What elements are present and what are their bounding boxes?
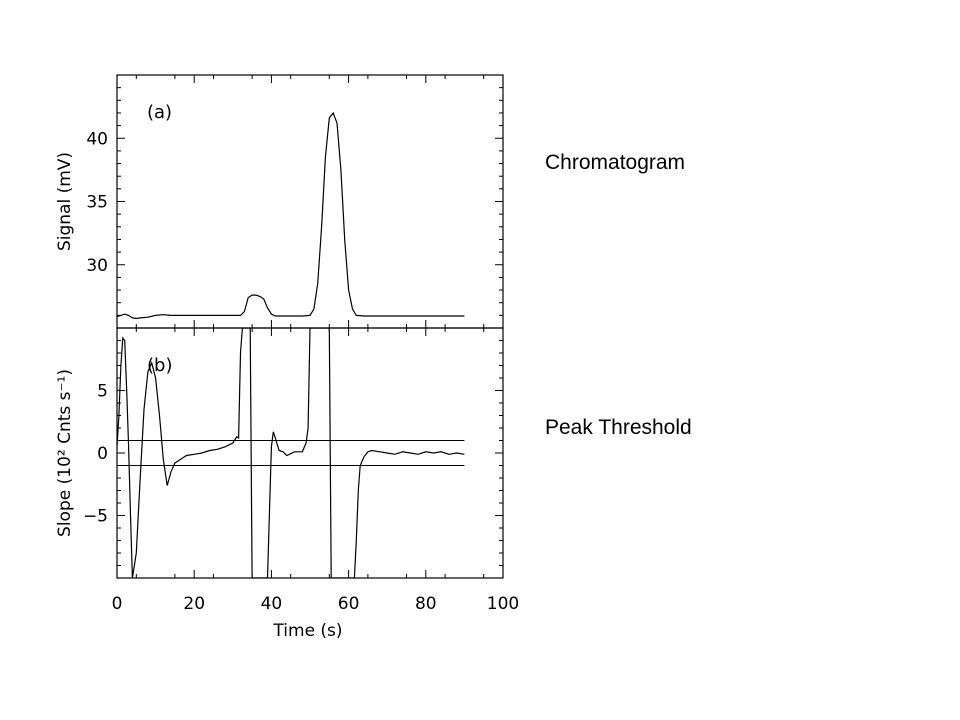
y-tick-label: 30 [86,256,108,276]
x-tick-label: 20 [183,594,205,614]
peak-threshold-label: Peak Threshold [545,416,692,439]
y-tick-label: 5 [97,382,108,402]
series-line [117,111,465,320]
y-tick-label: −5 [83,507,108,527]
panel-label: (a) [147,102,172,123]
chromatogram-panel: 30 35 40 Signal (mV) (a) [55,74,504,329]
slope-panel: −5 0 5 0 20 40 60 80 100 Slope (10² Cnts s⁻¹) Time… [55,327,519,641]
x-tick-label: 60 [338,594,360,614]
y-tick-label: 0 [97,444,108,464]
x-tick-label: 0 [112,594,123,614]
x-axis-label: Time (s) [272,621,342,641]
y-tick-label: 40 [86,129,108,149]
x-tick-label: 80 [415,594,437,614]
chromatogram-label: Chromatogram [545,151,686,174]
y-axis-label: Slope (10² Cnts s⁻¹) [55,369,75,537]
plot-frame [116,74,504,329]
series-line [117,328,465,578]
y-axis-label: Signal (mV) [55,152,75,251]
y-tick-label: 35 [86,193,108,213]
x-tick-label: 40 [261,594,283,614]
x-tick-label: 100 [487,594,519,614]
